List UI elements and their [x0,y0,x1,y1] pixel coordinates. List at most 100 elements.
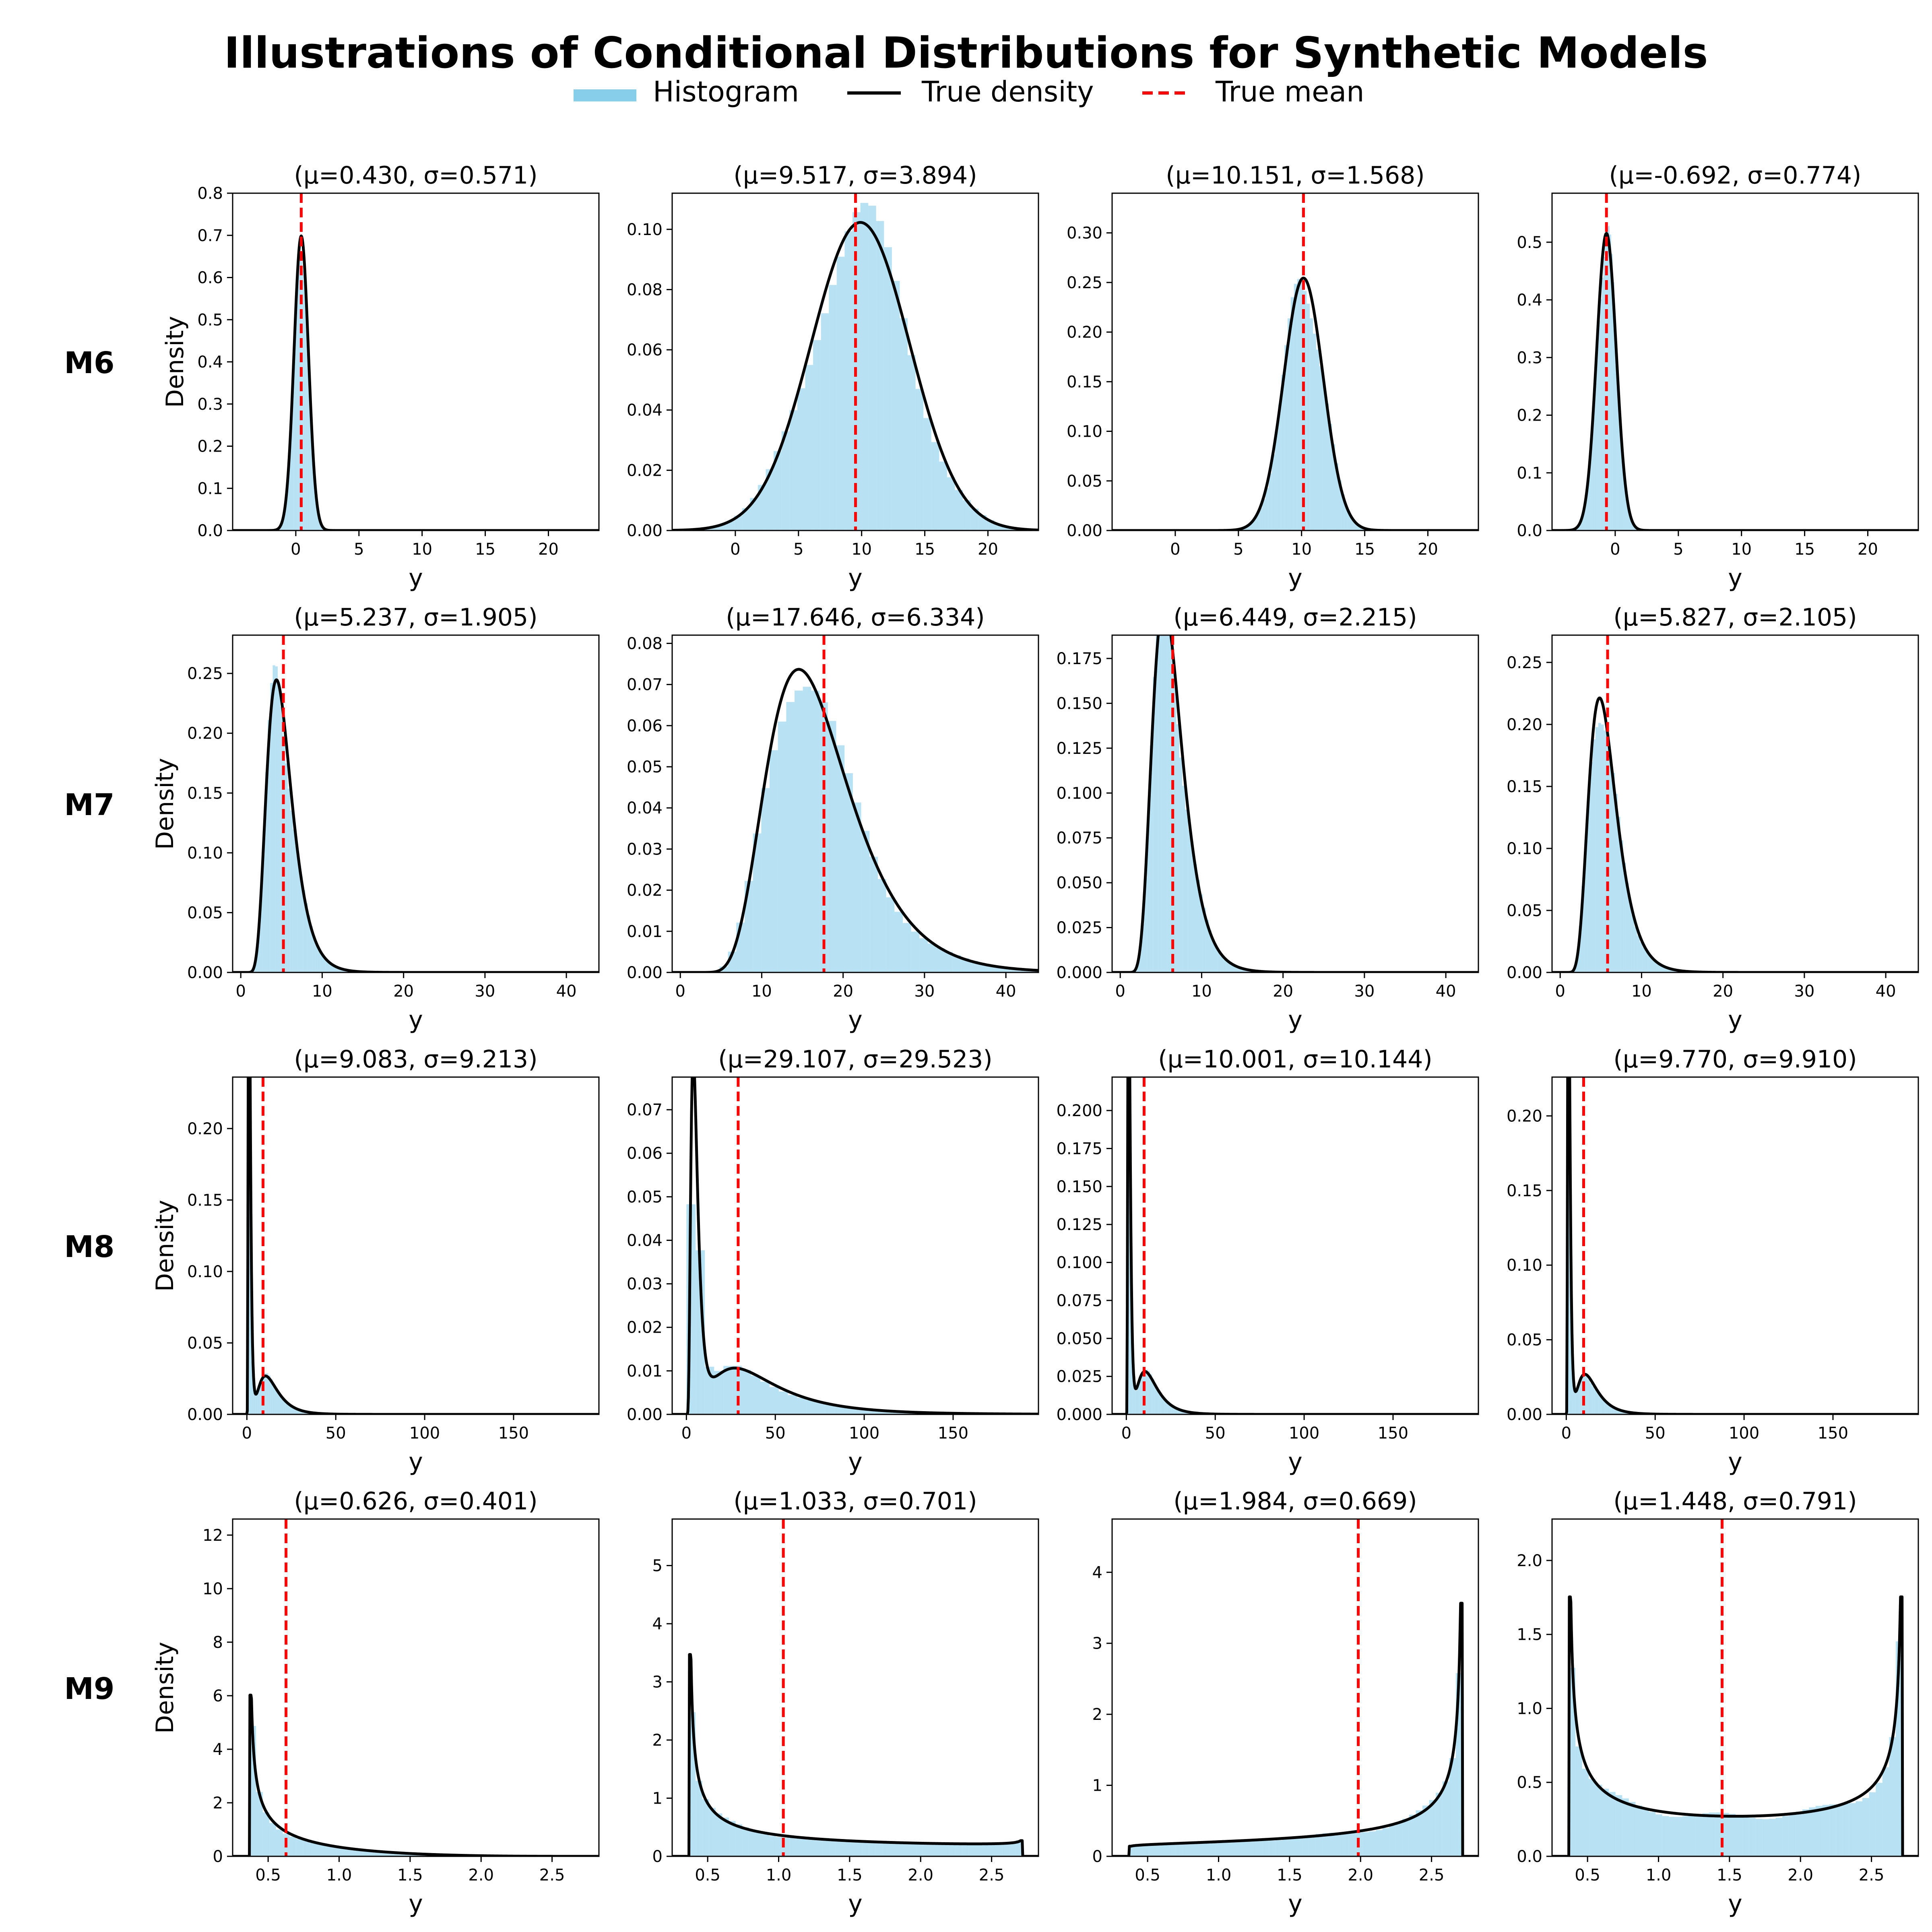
hist-bar [1325,403,1329,530]
hist-bar [318,518,320,530]
hist-bar [287,1404,290,1414]
hist-bar [1169,1405,1172,1414]
hist-bar [1281,375,1285,530]
hist-bar [1575,1746,1582,1856]
plot-frame [1111,1076,1479,1415]
y-tick-label: 0.1 [1517,464,1542,483]
hist-bar [1775,1818,1783,1856]
hist-bar [1276,1840,1282,1856]
hist-bar [291,409,292,530]
x-tick-label: 15 [914,540,935,559]
y-tick-label: 0.03 [627,840,663,859]
hist-bar [1422,1805,1429,1856]
hist-bar [1605,1400,1607,1414]
y-tick-label: 0.10 [1507,840,1542,858]
hist-bar [1675,1816,1682,1856]
hist-bar [323,958,326,972]
y-tick-label: 0.10 [187,844,223,863]
y-tick-label: 0.02 [627,881,663,900]
y-tick-label: 0.2 [1517,407,1542,425]
hist-bar [729,1821,736,1856]
hist-bar [1369,1831,1376,1856]
y-tick-label: 1 [652,1790,663,1808]
hist-bar [1889,1737,1896,1856]
x-tick-label: 1.0 [766,1866,792,1885]
y-tick-label: 0.07 [627,1101,663,1119]
y-tick-label: 0.7 [197,227,223,245]
hist-bar [1197,879,1200,972]
x-tick-label: 40 [556,982,577,1001]
y-tick-label: 0.050 [1056,1329,1102,1348]
hist-bar [289,1837,296,1856]
x-tick-label: 20 [1418,540,1438,559]
hist-bar [1584,500,1586,530]
x-tick-label: 10 [412,540,432,559]
x-tick-label: 2.5 [539,1866,565,1885]
hist-bar [1709,1812,1716,1856]
hist-bar [296,1408,299,1414]
hist-bar [1259,508,1263,530]
hist-bar [1167,635,1171,972]
hist-bar [1332,444,1335,530]
panel-title: (μ=1.448, σ=0.791) [1613,1487,1857,1515]
hist-bar [1624,1412,1627,1414]
hist-bar [1876,1783,1882,1856]
x-tick-label: 2.0 [1348,1866,1373,1885]
hist-bar [963,500,971,530]
x-axis-label: y [409,1006,423,1034]
y-tick-label: 0.175 [1056,650,1102,668]
hist-bar [862,1842,869,1856]
y-tick-label: 0.20 [187,724,223,743]
hist-bar [1628,510,1630,530]
y-tick-label: 0.04 [627,799,663,817]
hist-bar [321,525,322,530]
y-tick-label: 3 [1092,1635,1102,1653]
hist-bar [303,890,305,972]
y-tick-label: 0.15 [1507,778,1542,796]
legend: Histogram True density True mean [574,75,1364,108]
x-tick-label: 2.5 [1419,1866,1445,1885]
hist-bar [292,377,293,530]
x-tick-label: 150 [938,1424,968,1443]
hist-bar [1606,228,1608,530]
x-tick-label: 10 [312,982,332,1001]
hist-bar [1214,946,1218,972]
hist-bar [842,1840,849,1856]
hist-bar [1335,463,1339,530]
hist-bar [809,1837,816,1856]
x-tick-label: 10 [1291,540,1312,559]
hist-bar [786,702,795,972]
hist-bar [1579,926,1582,972]
hist-bar [269,1823,276,1856]
y-tick-label: 0.15 [1067,373,1102,391]
hist-bar [1722,1813,1729,1856]
hist-bar [1349,1833,1356,1856]
hist-bar [309,376,311,530]
hist-bar [296,267,298,530]
hist-bar [1150,745,1153,972]
hist-bar [1582,1769,1589,1856]
x-tick-label: 50 [1205,1424,1226,1443]
hist-bar [1223,960,1226,972]
hist-bar [1203,908,1206,972]
hist-bar [296,1839,303,1856]
x-tick-label: 0 [1170,540,1180,559]
hist-bar [766,469,774,530]
y-tick-label: 0.10 [187,1263,223,1281]
hist-bar [983,1845,989,1856]
hist-bar [1173,687,1177,972]
plot-frame [232,1076,600,1415]
x-tick-label: 2.0 [468,1866,494,1885]
hist-bar [275,1388,277,1414]
hist-bar [822,1838,829,1856]
hist-bar [869,1843,876,1856]
y-axis-label: Density [151,1200,179,1292]
y-tick-label: 0.10 [1507,1256,1542,1275]
y-tick-label: 0.0 [1517,1847,1542,1866]
hist-bar [1611,254,1613,530]
hist-bar [1629,1802,1636,1856]
x-axis-label: y [1288,1006,1302,1034]
hist-bar [1175,1844,1183,1856]
hist-bar [281,1399,283,1414]
hist-bar [1209,1841,1216,1856]
